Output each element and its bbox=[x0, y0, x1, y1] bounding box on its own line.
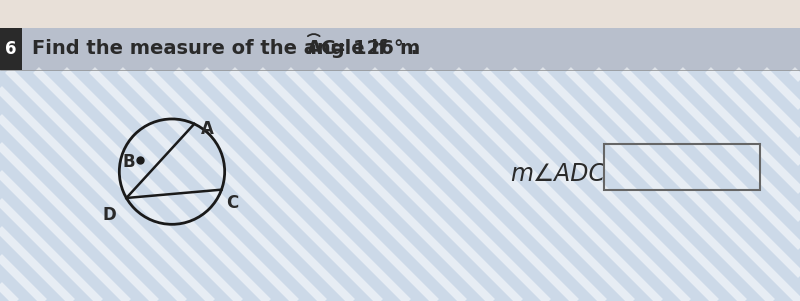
Text: 6: 6 bbox=[6, 40, 17, 58]
Text: A: A bbox=[202, 120, 214, 138]
Text: = 126° .: = 126° . bbox=[322, 39, 418, 58]
Bar bbox=[0, 0, 800, 28]
Bar bbox=[0, 28, 22, 70]
Text: D: D bbox=[102, 206, 116, 224]
Bar bbox=[0, 28, 800, 70]
Bar bbox=[0, 70, 800, 301]
Text: m∠ADC: m∠ADC bbox=[510, 162, 605, 186]
Text: B: B bbox=[122, 153, 134, 171]
Bar bbox=[604, 144, 760, 190]
Text: Find the measure of the angle if  m: Find the measure of the angle if m bbox=[32, 39, 420, 58]
Text: AC: AC bbox=[306, 39, 336, 58]
Text: C: C bbox=[226, 194, 238, 212]
